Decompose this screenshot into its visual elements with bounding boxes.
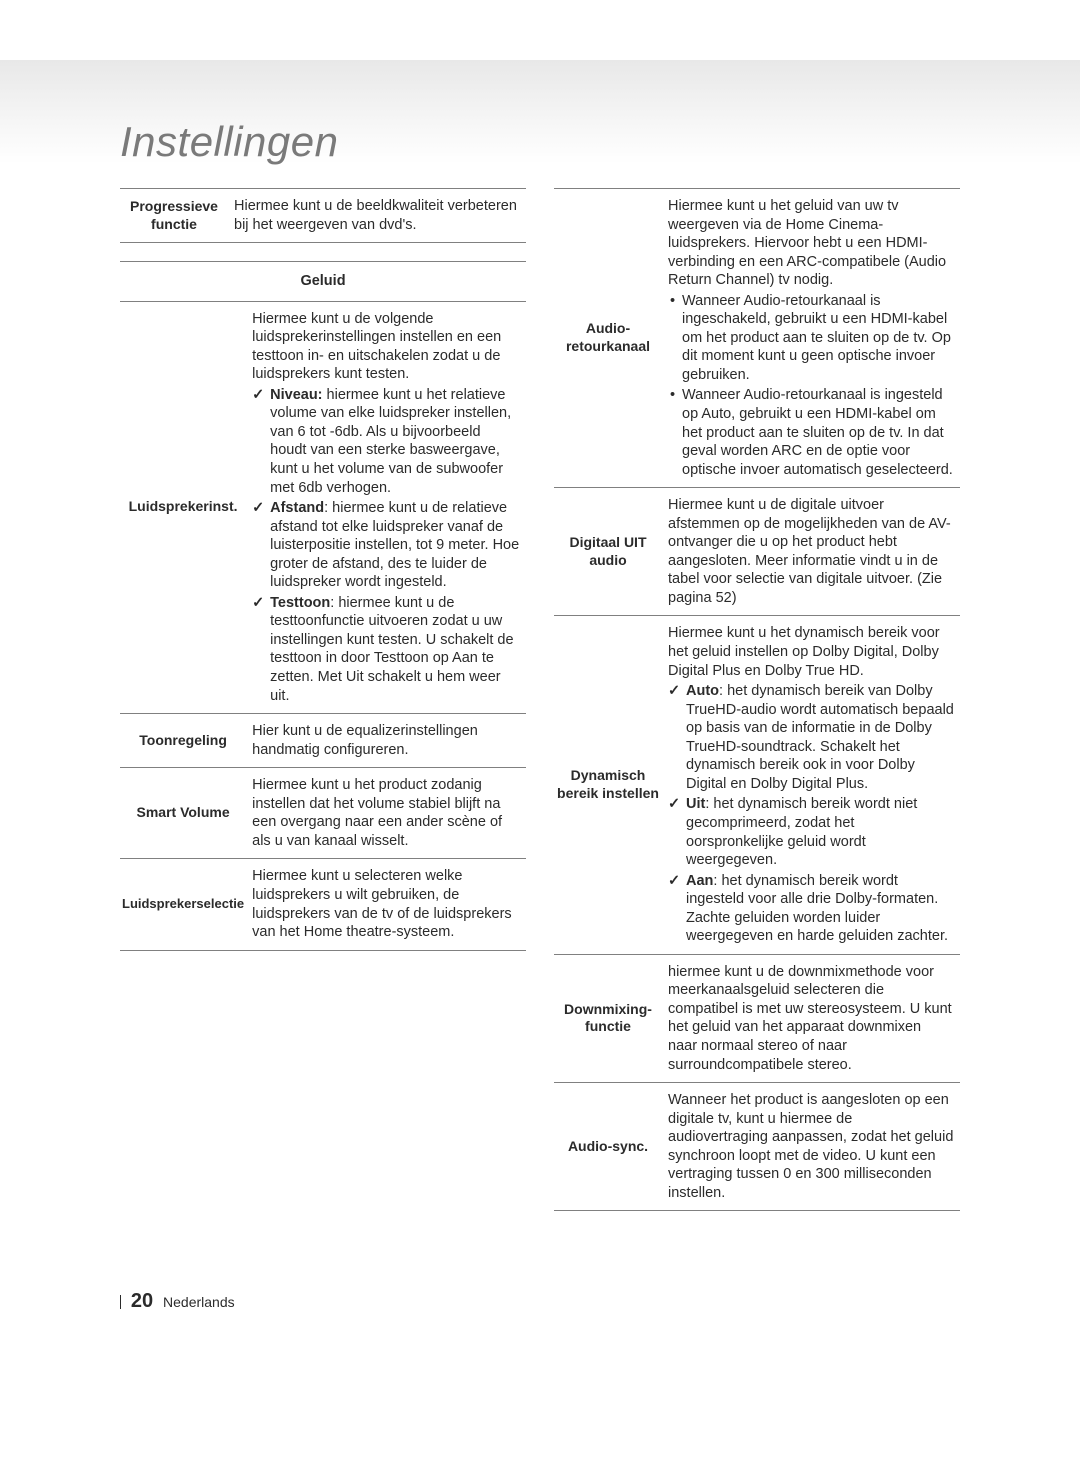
text: hiermee kunt u de downmixmethode voor me… (668, 963, 954, 1074)
row-label: Audio-retourkanaal (554, 189, 662, 488)
text: Hiermee kunt u de digitale uitvoer afste… (668, 496, 954, 607)
table-row: Progressieve functie Hiermee kunt u de b… (120, 189, 526, 243)
page-title: Instellingen (120, 118, 338, 166)
table-row: Luidsprekerselectie Hiermee kunt u selec… (120, 859, 526, 950)
row-desc: hiermee kunt u de downmixmethode voor me… (662, 954, 960, 1082)
row-label: Downmixing-functie (554, 954, 662, 1082)
row-desc: Hiermee kunt u het dynamisch bereik voor… (662, 616, 960, 954)
bold-run: Testtoon (270, 595, 330, 611)
table-row: Dynamisch bereik instellen Hiermee kunt … (554, 616, 960, 954)
row-label: Luidsprekerinst. (120, 301, 246, 713)
page-footer: 20 Nederlands (120, 1290, 235, 1313)
text: Hiermee kunt u het dynamisch bereik voor… (668, 624, 954, 680)
row-desc: Hiermee kunt u het geluid van uw tv weer… (662, 189, 960, 488)
footer-bar-icon (120, 1295, 121, 1309)
bold-run: Uit (686, 796, 705, 812)
manual-page: Instellingen Progressieve functie Hierme… (0, 0, 1080, 1479)
table-row: Digitaal UIT audio Hiermee kunt u de dig… (554, 488, 960, 616)
category-header: Geluid (120, 262, 526, 302)
list-item: Wanneer Audio-retourkanaal is ingeschake… (668, 292, 954, 385)
row-label: Dynamisch bereik instellen (554, 616, 662, 954)
list-item: Testtoon: hiermee kunt u de testtoonfunc… (252, 594, 520, 705)
table-row: Downmixing-functie hiermee kunt u de dow… (554, 954, 960, 1082)
row-label: Luidsprekerselectie (120, 859, 246, 950)
text: hiermee kunt u het relatieve volume van … (270, 387, 511, 496)
table-row: Luidsprekerinst. Hiermee kunt u de volge… (120, 301, 526, 713)
row-desc: Hier kunt u de equalizerinstellingen han… (246, 714, 526, 768)
text: Hiermee kunt u de beeldkwaliteit verbete… (234, 197, 520, 234)
text: Hiermee kunt u het geluid van uw tv weer… (668, 197, 954, 290)
row-desc: Wanneer het product is aangesloten op ee… (662, 1083, 960, 1211)
text: : het dynamisch bereik wordt niet gecomp… (686, 796, 917, 868)
table-right: Audio-retourkanaal Hiermee kunt u het ge… (554, 188, 960, 1211)
list-item: Auto: het dynamisch bereik van Dolby Tru… (668, 682, 954, 793)
table-row: Toonregeling Hier kunt u de equalizerins… (120, 714, 526, 768)
page-number: 20 (131, 1290, 153, 1312)
text: : het dynamisch bereik wordt ingesteld v… (686, 873, 948, 945)
row-label: Smart Volume (120, 768, 246, 859)
row-label: Audio-sync. (554, 1083, 662, 1211)
bold-run: Afstand (270, 500, 324, 516)
bold-run: Niveau: (270, 387, 322, 403)
check-list: Auto: het dynamisch bereik van Dolby Tru… (668, 682, 954, 946)
columns: Progressieve functie Hiermee kunt u de b… (120, 188, 960, 1211)
list-item: Uit: het dynamisch bereik wordt niet gec… (668, 795, 954, 869)
left-column: Progressieve functie Hiermee kunt u de b… (120, 188, 526, 1211)
table-row: Audio-retourkanaal Hiermee kunt u het ge… (554, 189, 960, 488)
text: : hiermee kunt u de testtoonfunctie uitv… (270, 595, 513, 704)
table-left-top: Progressieve functie Hiermee kunt u de b… (120, 188, 526, 243)
spacer (120, 243, 526, 261)
row-label: Digitaal UIT audio (554, 488, 662, 616)
text: Hiermee kunt u de volgende luidsprekerin… (252, 310, 520, 384)
text: Hiermee kunt u het product zodanig inste… (252, 776, 520, 850)
list-item: Niveau: hiermee kunt u het relatieve vol… (252, 386, 520, 497)
row-desc: Hiermee kunt u de beeldkwaliteit verbete… (228, 189, 526, 243)
row-label: Toonregeling (120, 714, 246, 768)
table-row: Audio-sync. Wanneer het product is aange… (554, 1083, 960, 1211)
row-desc: Hiermee kunt u de volgende luidsprekerin… (246, 301, 526, 713)
bullet-list: Wanneer Audio-retourkanaal is ingeschake… (668, 292, 954, 479)
row-label: Progressieve functie (120, 189, 228, 243)
right-column: Audio-retourkanaal Hiermee kunt u het ge… (554, 188, 960, 1211)
row-desc: Hiermee kunt u de digitale uitvoer afste… (662, 488, 960, 616)
text: Hier kunt u de equalizerinstellingen han… (252, 722, 520, 759)
list-item: Afstand: hiermee kunt u de relatieve afs… (252, 499, 520, 592)
check-list: Niveau: hiermee kunt u het relatieve vol… (252, 386, 520, 705)
bold-run: Aan (686, 873, 713, 889)
table-row: Geluid (120, 262, 526, 302)
list-item: Wanneer Audio-retourkanaal is ingesteld … (668, 386, 954, 479)
row-desc: Hiermee kunt u selecteren welke luidspre… (246, 859, 526, 950)
text: Hiermee kunt u selecteren welke luidspre… (252, 867, 520, 941)
bold-run: Auto (686, 683, 719, 699)
table-left-geluid: Geluid Luidsprekerinst. Hiermee kunt u d… (120, 261, 526, 951)
text: : het dynamisch bereik van Dolby TrueHD-… (686, 683, 954, 792)
table-row: Smart Volume Hiermee kunt u het product … (120, 768, 526, 859)
list-item: Aan: het dynamisch bereik wordt ingestel… (668, 872, 954, 946)
text: Wanneer het product is aangesloten op ee… (668, 1091, 954, 1202)
row-desc: Hiermee kunt u het product zodanig inste… (246, 768, 526, 859)
footer-language: Nederlands (163, 1294, 235, 1310)
